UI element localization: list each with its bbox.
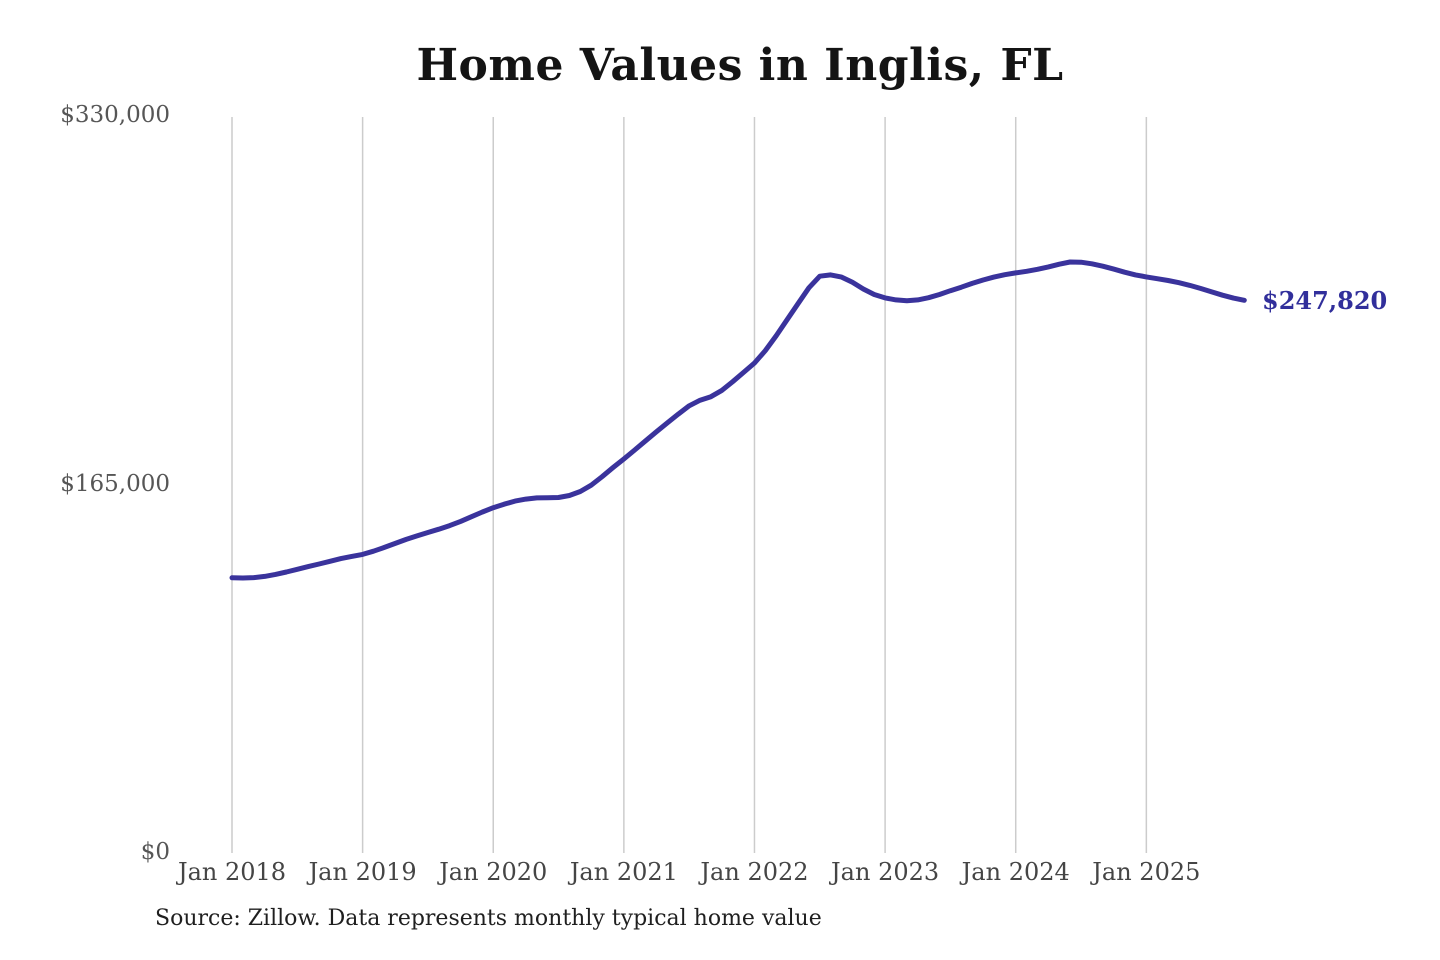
y-axis-label-165000: $165,000 [60,471,170,497]
y-axis-label-330000: $330,000 [60,102,170,128]
x-tick-label: Jan 2023 [831,858,940,886]
x-tick-label: Jan 2018 [177,858,287,886]
x-tick-label: Jan 2021 [569,858,678,886]
source-note: Source: Zillow. Data represents monthly … [155,906,822,931]
latest-value-label: $247,820 [1262,286,1388,315]
x-tick-label: Jan 2022 [700,858,809,886]
x-tick-label: Jan 2025 [1092,858,1201,886]
x-tick-label: Jan 2020 [439,858,548,886]
chart-title: Home Values in Inglis, FL [416,40,1064,91]
y-axis-label-0: $0 [140,839,170,865]
x-tick-label: Jan 2019 [308,858,417,886]
home-value-series-line [229,259,1247,581]
x-tick-label: Jan 2024 [961,858,1070,886]
